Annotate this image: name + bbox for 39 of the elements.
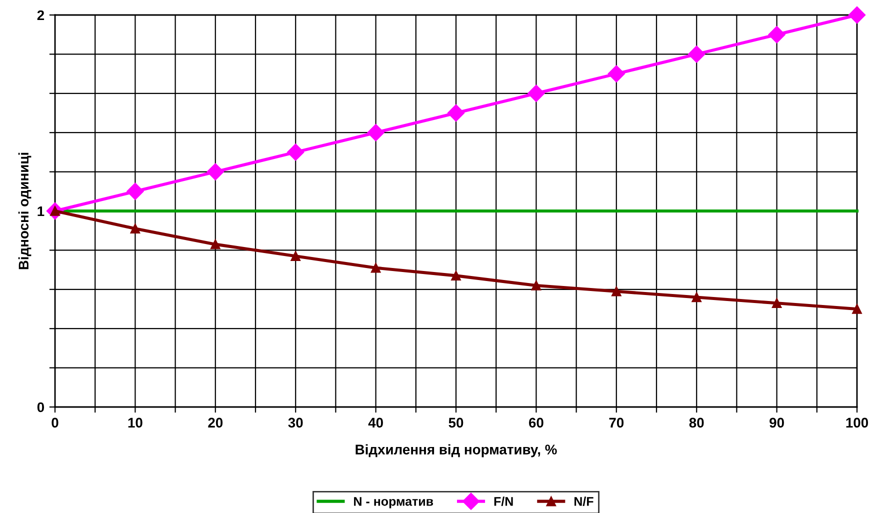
point — [852, 304, 862, 314]
point — [130, 224, 140, 234]
x-tick-label: 0 — [52, 418, 58, 428]
point — [608, 65, 625, 82]
point — [688, 46, 706, 63]
x-tick-label: 90 — [770, 418, 784, 428]
point — [612, 286, 622, 296]
x-tick-label: 20 — [208, 418, 223, 428]
point — [848, 6, 866, 24]
x-tick-label: 10 — [128, 418, 142, 428]
x-tick-label: 50 — [448, 418, 464, 428]
point — [692, 292, 702, 302]
y-tick-label: 2 — [37, 10, 44, 20]
point — [206, 163, 224, 180]
y-tick-label: 1 — [38, 206, 44, 216]
point — [451, 270, 461, 281]
legend-label: F/N — [494, 496, 513, 506]
x-tick-label: 80 — [689, 418, 704, 428]
x-tick-label: 100 — [846, 418, 868, 428]
legend-label: N - норматив — [354, 497, 434, 508]
point — [126, 182, 144, 200]
point — [210, 239, 220, 250]
y-tick-label: 0 — [37, 402, 44, 412]
point — [528, 84, 545, 102]
point — [367, 124, 384, 142]
point — [531, 280, 542, 290]
x-tick-label: 40 — [368, 418, 383, 428]
point — [447, 104, 465, 122]
point — [287, 144, 304, 161]
x-tick-label: 30 — [288, 418, 303, 428]
point — [768, 26, 786, 44]
point — [290, 251, 300, 261]
point — [370, 262, 381, 273]
point — [772, 298, 782, 308]
x-tick-label: 70 — [609, 418, 624, 428]
y-axis-title: Відносні одиниці — [18, 152, 32, 270]
x-axis-title: Відхилення від нормативу, % — [356, 444, 557, 458]
legend-label: N/F — [574, 496, 594, 506]
x-tick-label: 60 — [528, 418, 544, 428]
